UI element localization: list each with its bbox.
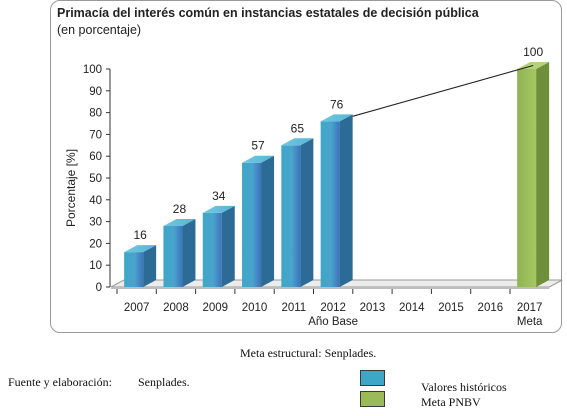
- y-tick-label-80: 80: [89, 108, 102, 120]
- x-tick-label-2012: 2012: [320, 302, 346, 314]
- chart-subtitle: (en porcentaje): [57, 23, 141, 37]
- x-tick-label-2007: 2007: [124, 302, 150, 314]
- value-label-2009: 34: [212, 189, 226, 203]
- y-tick-label-90: 90: [89, 86, 102, 98]
- x-tick-label-2017: 2017: [517, 302, 543, 314]
- y-axis: 0 10 20 30 40 50 60 70 80 90 100: [83, 64, 111, 294]
- x-tick-label-2010: 2010: [242, 302, 268, 314]
- source-value: Senplades.: [138, 375, 190, 389]
- x-tick-label-2014: 2014: [399, 302, 425, 314]
- bar-valores-historicos-2012: [320, 114, 353, 287]
- bar-valores-historicos-2008: [163, 218, 196, 287]
- bar-valores-historicos-2010: [242, 155, 275, 287]
- legend-label-historicos: Valores históricos: [421, 380, 507, 394]
- chart-title: Primacía del interés común en instancias…: [57, 6, 480, 20]
- bar-side-2012: [339, 114, 353, 287]
- x-tick-label-2013: 2013: [360, 302, 386, 314]
- bar-top-2009: [202, 205, 235, 213]
- y-tick-label-60: 60: [89, 151, 102, 163]
- trend-line: [352, 64, 534, 117]
- bar-valores-historicos-2011: [281, 138, 314, 287]
- value-label-2011: 65: [291, 121, 305, 135]
- source-label: Fuente y elaboración:: [8, 375, 112, 389]
- legend-swatch-historicos: [360, 370, 385, 386]
- bar-top-2008: [163, 218, 196, 226]
- y-tick-label-30: 30: [89, 217, 102, 229]
- y-tick-label-10: 10: [89, 260, 102, 272]
- bar-front-2012: [320, 121, 340, 287]
- bar-chart: Primacía del interés común en instancias…: [57, 6, 563, 328]
- y-tick-label-100: 100: [83, 64, 102, 76]
- y-tick-label-70: 70: [89, 129, 102, 141]
- y-axis-label: Porcentaje [%]: [64, 149, 78, 227]
- value-label-2010: 57: [251, 139, 265, 153]
- x-tick-label-2016: 2016: [478, 302, 504, 314]
- y-tick-label-40: 40: [89, 195, 102, 207]
- x-tick-label-2009: 2009: [202, 302, 228, 314]
- bar-front-2010: [242, 162, 262, 287]
- bar-top-2010: [242, 155, 275, 163]
- bar-top-2012: [320, 114, 353, 122]
- value-label-2012: 76: [330, 97, 344, 111]
- bar-front-2007: [124, 252, 144, 287]
- value-label-2007: 16: [133, 228, 147, 242]
- bar-front-2011: [281, 145, 301, 287]
- bars: [124, 62, 550, 287]
- bar-side-2009: [221, 205, 235, 287]
- bar-front-2009: [202, 212, 222, 287]
- x-tick-label-2011: 2011: [281, 302, 306, 314]
- value-label-2008: 28: [173, 202, 187, 216]
- bar-side-2010: [261, 155, 275, 287]
- y-tick-label-20: 20: [89, 238, 102, 250]
- legend-label-meta: Meta PNBV: [421, 395, 481, 409]
- bar-front-2008: [163, 225, 183, 287]
- bar-valores-historicos-2009: [202, 205, 235, 287]
- bar-top-2011: [281, 138, 314, 146]
- value-label-2017: 100: [523, 45, 543, 59]
- y-tick-label-0: 0: [96, 282, 102, 294]
- bar-meta-pnbv-2017: [517, 62, 550, 287]
- x-sublabel-ano-base: Año Base: [308, 316, 358, 328]
- bar-side-2011: [300, 138, 314, 287]
- bar-side-2017: [536, 62, 550, 287]
- bar-side-2007: [143, 245, 157, 287]
- floor-edge: [111, 287, 550, 289]
- value-labels: 16 28 34 57 65 76 100: [133, 45, 543, 242]
- bar-side-2008: [182, 218, 196, 287]
- bar-top-2007: [124, 245, 157, 253]
- bar-front-2017: [517, 69, 537, 287]
- legend-swatch-meta: [360, 391, 385, 407]
- x-tick-label-2008: 2008: [163, 302, 189, 314]
- y-tick-label-50: 50: [89, 173, 102, 185]
- caption: Meta estructural: Senplades.: [240, 346, 377, 360]
- bar-valores-historicos-2007: [124, 245, 157, 287]
- x-tick-label-2015: 2015: [438, 302, 464, 314]
- x-sublabel-meta: Meta: [517, 316, 543, 328]
